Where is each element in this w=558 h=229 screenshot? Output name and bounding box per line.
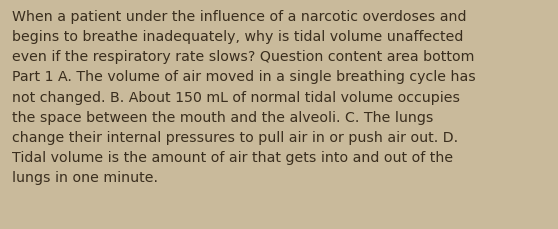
Text: When a patient under the influence of a narcotic overdoses and
begins to breathe: When a patient under the influence of a … (12, 10, 476, 184)
